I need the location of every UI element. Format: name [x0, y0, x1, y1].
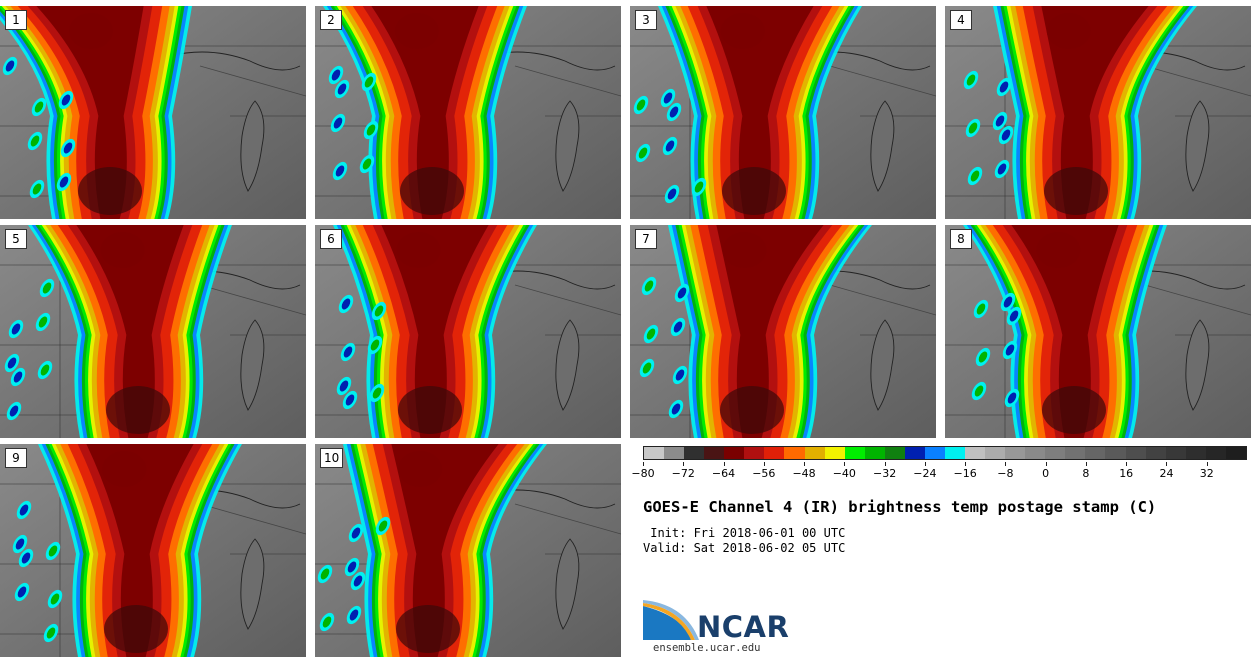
colorbar-segment [784, 447, 805, 459]
colorbar-segment [844, 447, 865, 459]
colorbar-segment [1005, 447, 1026, 459]
map-image [0, 6, 306, 219]
colorbar-tick [924, 462, 926, 466]
colorbar-tick [844, 462, 846, 466]
colorbar-tick [723, 462, 725, 466]
colorbar-tick [1045, 462, 1047, 466]
map-panel-2: 2 [315, 6, 621, 219]
colorbar-tick [1085, 462, 1087, 466]
colorbar-segment [1165, 447, 1186, 459]
colorbar-tick-label: −8 [997, 467, 1014, 480]
colorbar [643, 446, 1247, 460]
panel-number-label: 5 [5, 229, 27, 249]
colorbar-tick-label: −48 [792, 467, 816, 480]
colorbar-segment [1145, 447, 1166, 459]
map-image [630, 6, 936, 219]
colorbar-tick [643, 462, 644, 466]
map-image [315, 444, 621, 657]
panel-number-label: 6 [320, 229, 342, 249]
colorbar-tick-label: −24 [913, 467, 937, 480]
colorbar-segment [1025, 447, 1046, 459]
colorbar-segment [1105, 447, 1126, 459]
panel-number-label: 7 [635, 229, 657, 249]
colorbar-tick [804, 462, 806, 466]
panel-number-label: 1 [5, 10, 27, 30]
colorbar-tick-label: −80 [631, 467, 655, 480]
colorbar-segment [644, 447, 665, 459]
colorbar-tick [1126, 462, 1128, 466]
map-panel-8: 8 [945, 225, 1251, 438]
colorbar-tick [763, 462, 765, 466]
colorbar-segment [724, 447, 745, 459]
colorbar-segment [944, 447, 965, 459]
colorbar-segment [1185, 447, 1206, 459]
panel-number-label: 4 [950, 10, 972, 30]
panel-number-label: 10 [320, 448, 344, 468]
map-panel-9: 9 [0, 444, 306, 657]
colorbar-segment [764, 447, 785, 459]
colorbar-tick [884, 462, 886, 466]
map-image [0, 225, 306, 438]
map-panel-5: 5 [0, 225, 306, 438]
map-image [0, 444, 306, 657]
colorbar-segment [824, 447, 845, 459]
map-panel-3: 3 [630, 6, 936, 219]
colorbar-tick [683, 462, 685, 466]
colorbar-segment [804, 447, 825, 459]
colorbar-tick-label: −40 [832, 467, 856, 480]
panel-number-label: 3 [635, 10, 657, 30]
colorbar-tick-label: −32 [872, 467, 897, 480]
colorbar-tick-label: 16 [1119, 467, 1134, 480]
init-time: Init: Fri 2018-06-01 00 UTC [643, 526, 846, 540]
colorbar-tick [1166, 462, 1168, 466]
map-panel-4: 4 [945, 6, 1251, 219]
chart-title: GOES-E Channel 4 (IR) brightness temp po… [643, 498, 1157, 516]
map-image [315, 6, 621, 219]
map-panel-10: 10 [315, 444, 621, 657]
colorbar-segment [884, 447, 905, 459]
colorbar-tick-label: −16 [953, 467, 977, 480]
colorbar-tick [1005, 462, 1007, 466]
colorbar-tick-label: −64 [711, 467, 736, 480]
ncar-logo-text: NCAR [697, 610, 790, 644]
colorbar-segment [1125, 447, 1146, 459]
colorbar-segment [684, 447, 705, 459]
map-panel-7: 7 [630, 225, 936, 438]
colorbar-tick-label: −72 [671, 467, 695, 480]
colorbar-segment [965, 447, 986, 459]
panel-number-label: 9 [5, 448, 27, 468]
colorbar-tick [965, 462, 967, 466]
colorbar-segment [664, 447, 685, 459]
colorbar-tick-label: 32 [1199, 467, 1214, 480]
colorbar-tick [1206, 462, 1208, 466]
map-image [945, 225, 1251, 438]
colorbar-segment [1045, 447, 1066, 459]
map-panel-1: 1 [0, 6, 306, 219]
colorbar-tick-label: 24 [1159, 467, 1174, 480]
colorbar-segment [744, 447, 765, 459]
colorbar-segment [704, 447, 725, 459]
ncar-logo-icon [643, 600, 699, 640]
map-panel-6: 6 [315, 225, 621, 438]
colorbar-segment [924, 447, 945, 459]
ncar-url: ensemble.ucar.edu [653, 642, 761, 654]
colorbar-segment [1205, 447, 1226, 459]
colorbar-segment [1065, 447, 1086, 459]
colorbar-segment [904, 447, 925, 459]
colorbar-segment [1085, 447, 1106, 459]
map-image [945, 6, 1251, 219]
colorbar-tick-label: 0 [1042, 467, 1050, 480]
panel-number-label: 2 [320, 10, 342, 30]
valid-time: Valid: Sat 2018-06-02 05 UTC [643, 541, 846, 555]
map-image [315, 225, 621, 438]
colorbar-segment [864, 447, 885, 459]
colorbar-segment [1225, 447, 1246, 459]
colorbar-segment [985, 447, 1006, 459]
colorbar-tick-label: 8 [1082, 467, 1090, 480]
colorbar-tick-label: −56 [752, 467, 776, 480]
panel-number-label: 8 [950, 229, 972, 249]
map-image [630, 225, 936, 438]
colorbar-tick-labels: −80 −72 −64 −56 −48 −40 −32 −24 −16 −8 0 8 16 24 32 [631, 462, 1247, 482]
